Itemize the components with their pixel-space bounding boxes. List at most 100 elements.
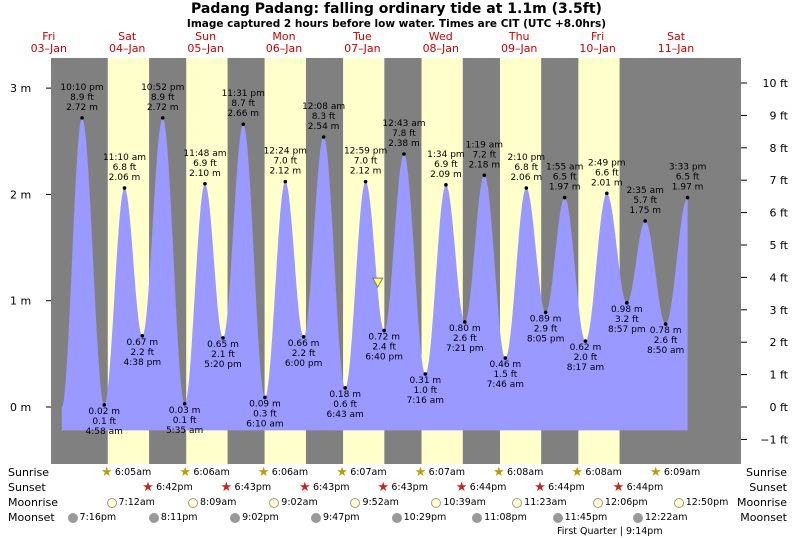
day-name: Sat [667, 30, 686, 43]
low-tide-ft: 2.6 ft [654, 336, 678, 346]
high-tide-point [321, 135, 326, 139]
sunset-row-label-right: Sunset [749, 481, 787, 494]
high-tide-ft: 8.3 ft [312, 112, 336, 122]
low-tide-time: 6:00 pm [285, 359, 323, 369]
low-tide-m: 0.65 m [207, 340, 239, 350]
low-tide-point [263, 395, 267, 400]
right-axis-tick-label: 6 ft [770, 207, 789, 220]
low-tide-m: 0.67 m [126, 338, 158, 348]
left-axis: 0 m 1 m 2 m 3 m [10, 82, 51, 414]
moonset-time: 11:45pm [564, 512, 608, 523]
sunrise-row: Sunrise Sunrise ★ 6:05am ★ 6:06am ★ 6:06am ★ 6:… [0, 466, 793, 481]
high-tide-point [122, 186, 127, 190]
high-tide-point [241, 122, 246, 127]
moonset-moon-icon [230, 513, 241, 523]
high-tide-ft: 7.0 ft [273, 157, 297, 167]
moonrise-moon-icon [673, 498, 684, 508]
high-tide-time: 3:33 pm [669, 163, 707, 173]
high-tide-m: 2.72 m [66, 103, 98, 113]
sunset-time: 6:42pm [156, 482, 193, 493]
high-tide-time: 1:55 am [546, 163, 583, 173]
low-tide-ft: 2.2 ft [130, 348, 154, 358]
moonset-moon-icon [472, 513, 483, 523]
moonset-time: 7:16pm [79, 512, 117, 523]
moonset-row-label-left: Moonset [8, 511, 55, 524]
right-axis-tick-label: 5 ft [770, 239, 789, 252]
sunrise-star-icon: ★ [414, 465, 427, 480]
high-tide-ft: 6.9 ft [193, 159, 217, 169]
high-tide-ft: 8.7 ft [231, 99, 255, 109]
sunrise-time: 6:07am [350, 467, 387, 478]
sunrise-time: 6:08am [507, 467, 544, 478]
right-axis-tick-label: 8 ft [770, 142, 789, 155]
moonset-moon-icon [391, 513, 402, 523]
extreme-markers: 10:10 pm8.9 ft2.72 m0.02 m0.1 ft4:58 am1… [60, 83, 706, 437]
moonset-time: 9:47pm [322, 512, 360, 523]
high-tide-time: 1:19 am [466, 140, 503, 150]
tide-area [61, 117, 688, 431]
right-axis-tick-label: 1 ft [770, 369, 789, 382]
moonrise-row: Moonrise Moonrise 7:12am 8:09am 9:02am 9:52… [0, 496, 793, 511]
high-tide-point [203, 181, 207, 186]
sunrise-star-icon: ★ [571, 465, 584, 480]
sunset-star-icon: ★ [455, 480, 468, 495]
low-tide-m: 0.78 m [650, 326, 682, 336]
high-tide-time: 11:48 am [183, 149, 226, 159]
sunset-star-icon: ★ [377, 480, 389, 495]
low-tide-point [463, 320, 467, 324]
sunrise-time: 6:07am [428, 467, 465, 478]
high-tide-m: 2.18 m [468, 160, 500, 170]
low-tide-m: 0.62 m [570, 343, 602, 353]
high-tide-time: 2:49 pm [588, 158, 626, 168]
sunset-time: 6:44pm [469, 482, 507, 493]
sunrise-star-icon: ★ [336, 465, 348, 480]
moonset-row: Moonset Moonset 7:16pm 8:11pm 9:02pm 9:47pm… [0, 511, 793, 526]
day-name: Fri [591, 30, 604, 43]
high-tide-ft: 6.8 ft [514, 163, 538, 173]
high-tide-m: 2.12 m [350, 167, 382, 177]
day-name: Tue [352, 30, 372, 43]
high-tide-ft: 6.5 ft [676, 173, 700, 183]
low-tide-ft: 2.1 ft [211, 350, 235, 360]
day-name: Thu [508, 30, 530, 43]
low-tide-ft: 2.2 ft [292, 349, 316, 359]
low-tide-point [382, 328, 386, 333]
moonrise-moon-icon [350, 498, 361, 508]
low-tide-ft: 2.9 ft [534, 324, 558, 334]
low-tide-time: 7:16 am [407, 396, 444, 406]
high-tide-point [160, 116, 165, 120]
sunset-star-icon: ★ [534, 480, 546, 495]
day-date: 10–Jan [579, 42, 615, 55]
moonset-time: 10:29pm [403, 512, 447, 523]
low-tide-time: 7:46 am [487, 380, 524, 390]
low-tide-time: 4:58 am [86, 427, 123, 437]
high-tide-ft: 7.2 ft [472, 150, 496, 160]
low-tide-ft: 0.1 ft [92, 417, 116, 427]
moonset-time: 12:22am [645, 512, 688, 523]
day-name: Sun [195, 30, 216, 43]
low-tide-m: 0.03 m [169, 406, 201, 416]
low-tide-m: 0.09 m [249, 399, 281, 409]
moonrise-time: 12:50pm [685, 497, 729, 508]
chart-subtitle: Image captured 2 hours before low water.… [187, 18, 606, 30]
high-tide-point [482, 173, 487, 178]
high-tide-time: 10:52 pm [141, 83, 184, 93]
high-tide-m: 2.09 m [430, 170, 462, 180]
high-tide-m: 2.10 m [189, 169, 221, 179]
sunset-star-icon: ★ [142, 480, 154, 495]
moonrise-moon-icon [592, 498, 603, 508]
low-tide-point [140, 333, 145, 338]
high-tide-point [524, 186, 529, 190]
low-tide-point [182, 402, 187, 406]
low-tide-ft: 2.6 ft [453, 334, 477, 344]
high-tide-point [80, 116, 84, 120]
high-tide-time: 10:10 pm [60, 83, 103, 93]
sunrise-time: 6:06am [271, 467, 309, 478]
low-tide-m: 0.46 m [490, 360, 522, 370]
low-tide-ft: 0.3 ft [253, 409, 277, 419]
moonrise-time: 9:52am [362, 497, 399, 508]
low-tide-ft: 1.5 ft [494, 370, 518, 380]
high-tide-point [685, 195, 690, 200]
low-tide-ft: 2.4 ft [372, 342, 396, 352]
